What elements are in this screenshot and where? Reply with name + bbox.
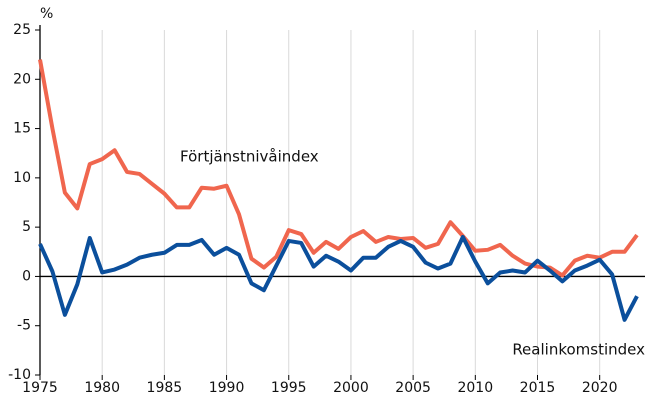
x-tick-label: 2020: [582, 380, 618, 396]
x-tick-label: 2005: [395, 380, 431, 396]
x-tick-label: 1995: [271, 380, 307, 396]
x-tick-label: 1980: [84, 380, 120, 396]
series-line: [38, 235, 639, 322]
series-label: Realinkomstindex: [512, 341, 645, 359]
x-tick-label: 2010: [457, 380, 493, 396]
series-label: Förtjänstnivåindex: [180, 148, 319, 166]
x-tick-label: 1975: [22, 380, 58, 396]
y-tick-label: -10: [8, 367, 31, 383]
x-tick-label: 1985: [147, 380, 183, 396]
x-tick-label: 2000: [333, 380, 369, 396]
y-unit-label: %: [40, 6, 53, 22]
x-tick-label: 2015: [520, 380, 556, 396]
y-tick-label: 25: [13, 22, 31, 38]
y-tick-label: 10: [13, 170, 31, 186]
y-tick-label: 20: [13, 71, 31, 87]
series-line: [38, 59, 639, 278]
y-tick-label: 0: [22, 268, 31, 284]
x-tick-label: 1990: [209, 380, 245, 396]
y-tick-label: -5: [17, 318, 31, 334]
y-tick-label: 15: [13, 121, 31, 137]
y-tick-label: 5: [22, 219, 31, 235]
